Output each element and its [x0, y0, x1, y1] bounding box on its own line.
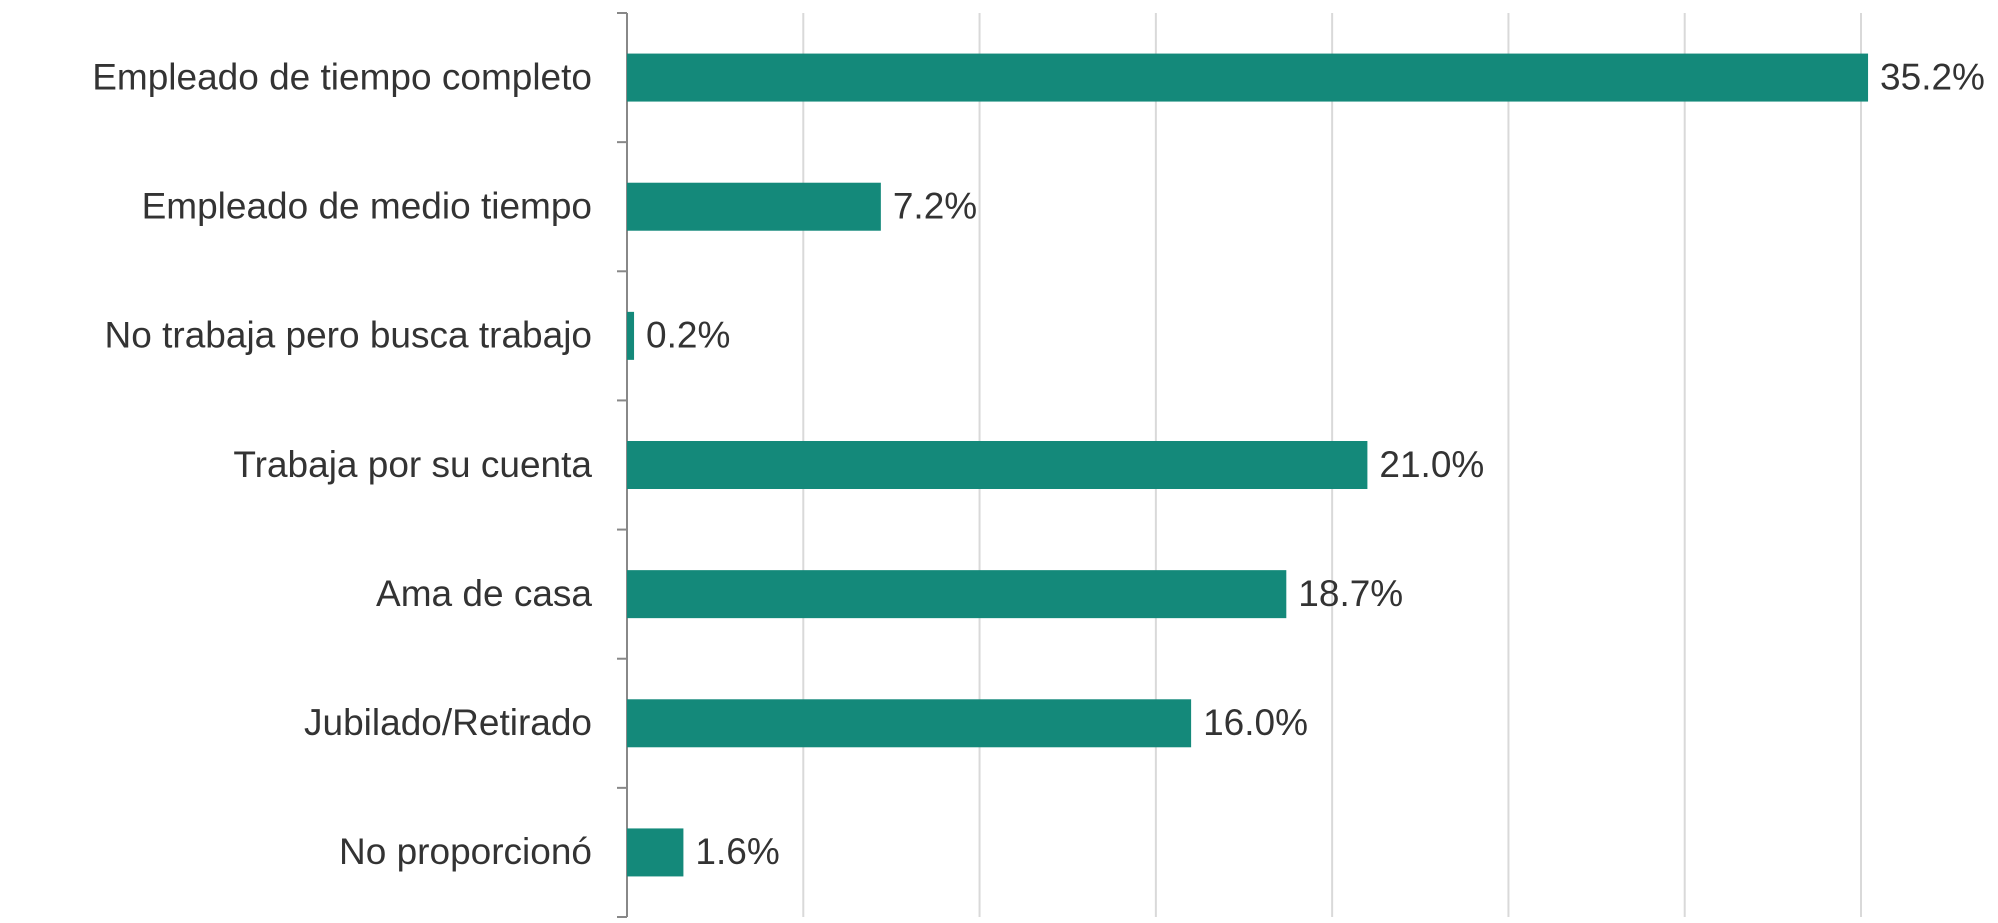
- data-label: 18.7%: [1298, 573, 1403, 614]
- data-label: 16.0%: [1203, 702, 1308, 743]
- bar: [627, 311, 635, 360]
- bar: [627, 570, 1287, 619]
- bar: [627, 441, 1368, 489]
- y-tick-label: No trabaja pero busca trabajo: [105, 315, 592, 356]
- data-label: 0.2%: [646, 315, 730, 356]
- bar: [627, 828, 684, 877]
- bar: [627, 53, 1869, 102]
- data-label: 35.2%: [1880, 56, 1985, 97]
- y-tick-label: Ama de casa: [376, 573, 592, 614]
- y-tick-label: Empleado de tiempo completo: [92, 56, 592, 97]
- bar: [627, 182, 881, 231]
- data-label: 1.6%: [695, 831, 779, 872]
- y-tick-label: Trabaja por su cuenta: [233, 444, 592, 485]
- bar: [627, 699, 1192, 748]
- y-tick-label: No proporcionó: [339, 831, 592, 872]
- data-label: 21.0%: [1379, 444, 1484, 485]
- y-tick-label: Empleado de medio tiempo: [142, 185, 592, 226]
- data-label: 7.2%: [893, 185, 977, 226]
- y-tick-label: Jubilado/Retirado: [304, 702, 592, 743]
